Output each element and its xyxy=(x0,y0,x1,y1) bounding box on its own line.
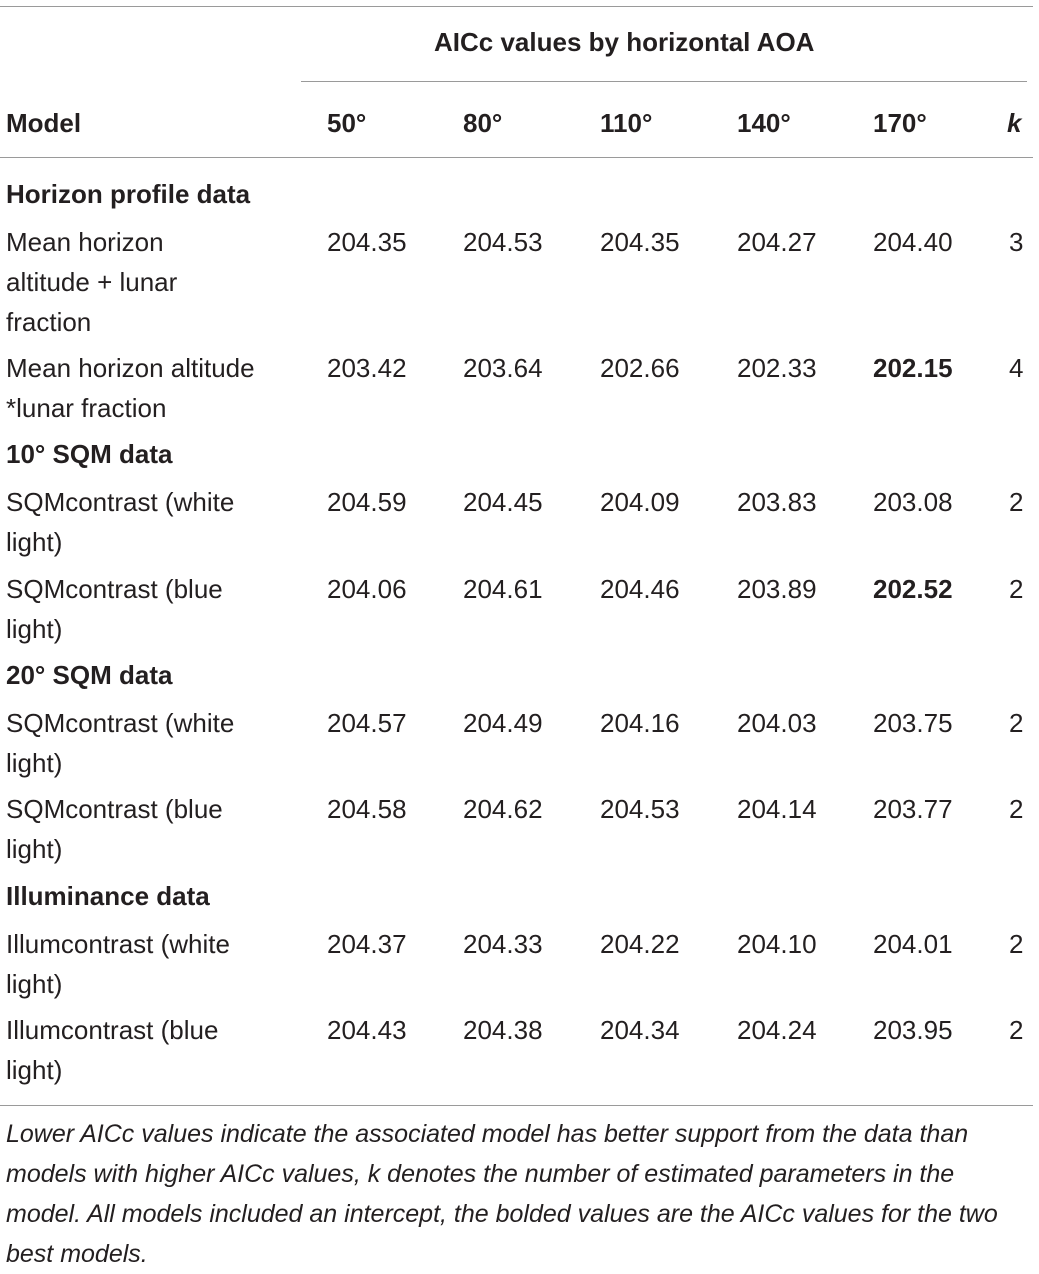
col-header-170: 170° xyxy=(873,108,927,138)
k-value: 2 xyxy=(1009,1015,1024,1045)
col-header-k: k xyxy=(1007,108,1022,138)
aicc-value-best: 202.52 xyxy=(873,574,953,604)
k-value: 2 xyxy=(1009,929,1024,959)
aicc-value: 203.83 xyxy=(737,487,817,517)
section-title: 20° SQM data xyxy=(6,660,173,690)
aicc-value: 204.16 xyxy=(600,708,680,738)
aicc-value: 203.89 xyxy=(737,574,817,604)
aicc-value: 204.03 xyxy=(737,708,817,738)
table-footnote: Lower AICc values indicate the associate… xyxy=(6,1120,998,1268)
aicc-value: 203.75 xyxy=(873,708,953,738)
aicc-value: 203.77 xyxy=(873,794,953,824)
aicc-value: 204.35 xyxy=(600,227,680,257)
model-name-line: light) xyxy=(6,748,63,778)
aicc-value: 204.45 xyxy=(463,487,543,517)
aicc-value: 202.66 xyxy=(600,353,680,383)
aicc-value: 204.37 xyxy=(327,929,407,959)
aicc-value: 204.35 xyxy=(327,227,407,257)
model-name-line: SQMcontrast (white xyxy=(6,487,235,517)
aicc-value: 203.42 xyxy=(327,353,407,383)
aicc-value: 204.09 xyxy=(600,487,680,517)
aicc-value: 203.64 xyxy=(463,353,543,383)
aicc-value: 204.27 xyxy=(737,227,817,257)
col-header-80: 80° xyxy=(463,108,503,138)
aicc-value: 204.06 xyxy=(327,574,407,604)
aicc-value: 204.34 xyxy=(600,1015,680,1045)
model-name-line: altitude + lunar xyxy=(6,267,178,297)
aicc-value: 204.62 xyxy=(463,794,543,824)
model-name-line: *lunar fraction xyxy=(6,393,167,423)
header-bottom-rule xyxy=(0,157,1033,158)
aicc-value: 204.61 xyxy=(463,574,543,604)
aicc-value: 204.40 xyxy=(873,227,953,257)
aicc-value: 204.10 xyxy=(737,929,817,959)
aicc-value: 204.33 xyxy=(463,929,543,959)
aicc-value: 202.33 xyxy=(737,353,817,383)
aicc-value: 204.43 xyxy=(327,1015,407,1045)
col-header-model: Model xyxy=(6,108,82,138)
aicc-value: 203.08 xyxy=(873,487,953,517)
aicc-value: 203.95 xyxy=(873,1015,953,1045)
col-header-110: 110° xyxy=(600,108,653,138)
model-name-line: Illumcontrast (blue xyxy=(6,1015,219,1045)
aicc-value: 204.53 xyxy=(600,794,680,824)
k-value: 4 xyxy=(1009,353,1024,383)
model-name-line: SQMcontrast (blue xyxy=(6,794,223,824)
aicc-value: 204.24 xyxy=(737,1015,817,1045)
section-title: 10° SQM data xyxy=(6,439,173,469)
aicc-value-best: 202.15 xyxy=(873,353,953,383)
aicc-value: 204.58 xyxy=(327,794,407,824)
aicc-value: 204.59 xyxy=(327,487,407,517)
col-header-50: 50° xyxy=(327,108,367,138)
model-name-line: light) xyxy=(6,1055,63,1085)
group-header: AICc values by horizontal AOA xyxy=(434,27,815,57)
table-bottom-rule xyxy=(0,1105,1033,1106)
model-name-line: SQMcontrast (white xyxy=(6,708,235,738)
col-header-140: 140° xyxy=(737,108,791,138)
aicc-value: 204.53 xyxy=(463,227,543,257)
aicc-value: 204.46 xyxy=(600,574,680,604)
model-name-line: fraction xyxy=(6,307,92,337)
aicc-value: 204.22 xyxy=(600,929,680,959)
aicc-value: 204.38 xyxy=(463,1015,543,1045)
aicc-value: 204.49 xyxy=(463,708,543,738)
model-name-line: Mean horizon xyxy=(6,227,164,257)
model-name-line: SQMcontrast (blue xyxy=(6,574,223,604)
k-value: 2 xyxy=(1009,708,1024,738)
section-title: Horizon profile data xyxy=(6,179,251,209)
k-value: 3 xyxy=(1009,227,1024,257)
aicc-value: 204.57 xyxy=(327,708,407,738)
section-title: Illuminance data xyxy=(6,881,210,911)
model-name-line: Illumcontrast (white xyxy=(6,929,230,959)
model-name-line: light) xyxy=(6,614,63,644)
model-name-line: light) xyxy=(6,969,63,999)
top-rule xyxy=(0,6,1033,7)
group-header-rule xyxy=(301,81,1027,82)
model-name-line: light) xyxy=(6,527,63,557)
aicc-value: 204.01 xyxy=(873,929,953,959)
aicc-value: 204.14 xyxy=(737,794,817,824)
k-value: 2 xyxy=(1009,794,1024,824)
model-name-line: Mean horizon altitude xyxy=(6,353,255,383)
k-value: 2 xyxy=(1009,574,1024,604)
k-value: 2 xyxy=(1009,487,1024,517)
model-name-line: light) xyxy=(6,834,63,864)
